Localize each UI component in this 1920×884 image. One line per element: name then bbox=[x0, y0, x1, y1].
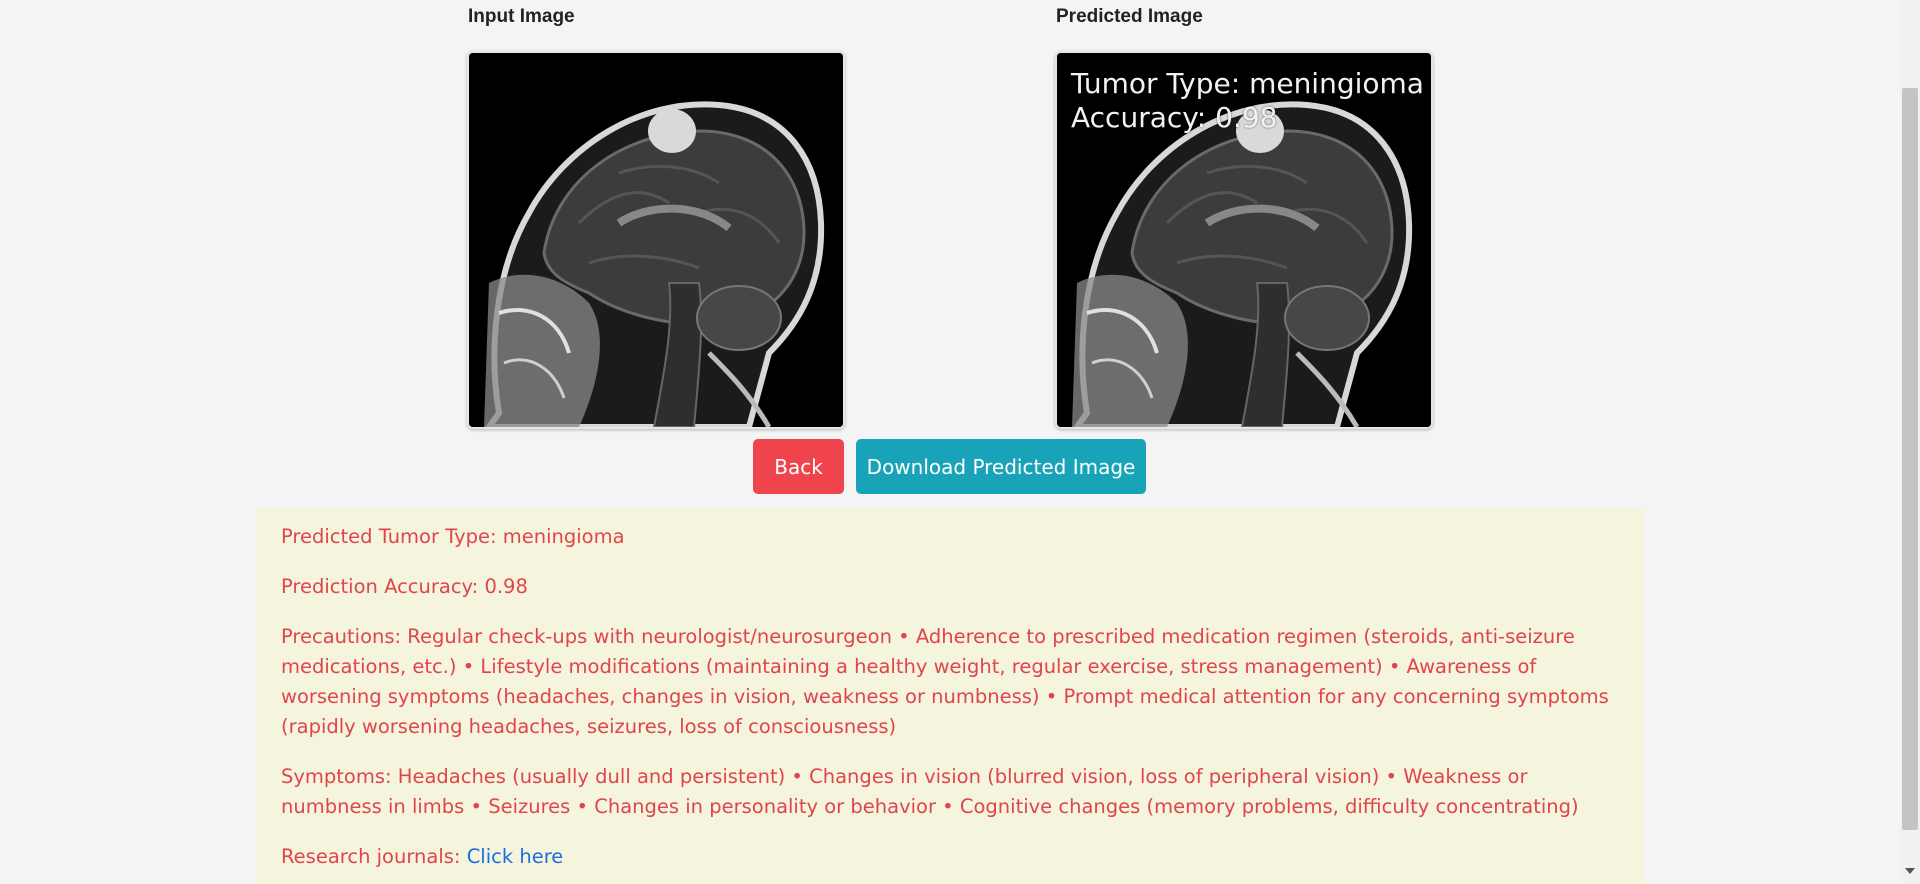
scroll-down-arrow-icon[interactable] bbox=[1905, 868, 1915, 874]
research-journals: Research journals: Click here bbox=[281, 842, 1620, 872]
predicted-image: Tumor Type: meningioma Accuracy: 0.98 bbox=[1055, 51, 1433, 429]
overlay-tumor-type: Tumor Type: meningioma bbox=[1071, 67, 1424, 100]
mri-scan-predicted bbox=[1057, 53, 1431, 427]
input-image bbox=[467, 51, 845, 429]
mri-scan-input bbox=[469, 53, 843, 427]
scrollbar-thumb[interactable] bbox=[1902, 88, 1918, 830]
back-button[interactable]: Back bbox=[753, 439, 844, 494]
prediction-info-panel: Predicted Tumor Type: meningioma Predict… bbox=[256, 508, 1644, 884]
research-journals-link[interactable]: Click here bbox=[466, 845, 564, 868]
precautions-text: Precautions: Regular check-ups with neur… bbox=[281, 625, 1609, 738]
predicted-image-label: Predicted Image bbox=[1056, 6, 1203, 27]
download-predicted-image-button[interactable]: Download Predicted Image bbox=[856, 439, 1146, 494]
overlay-accuracy: Accuracy: 0.98 bbox=[1071, 101, 1278, 134]
page-scrollbar[interactable] bbox=[1900, 0, 1920, 884]
predicted-tumor-type: Predicted Tumor Type: meningioma bbox=[281, 525, 625, 548]
research-journals-label: Research journals: bbox=[281, 845, 467, 868]
input-image-label: Input Image bbox=[468, 6, 575, 27]
symptoms-text: Symptoms: Headaches (usually dull and pe… bbox=[281, 765, 1579, 818]
prediction-accuracy: Prediction Accuracy: 0.98 bbox=[281, 575, 528, 598]
